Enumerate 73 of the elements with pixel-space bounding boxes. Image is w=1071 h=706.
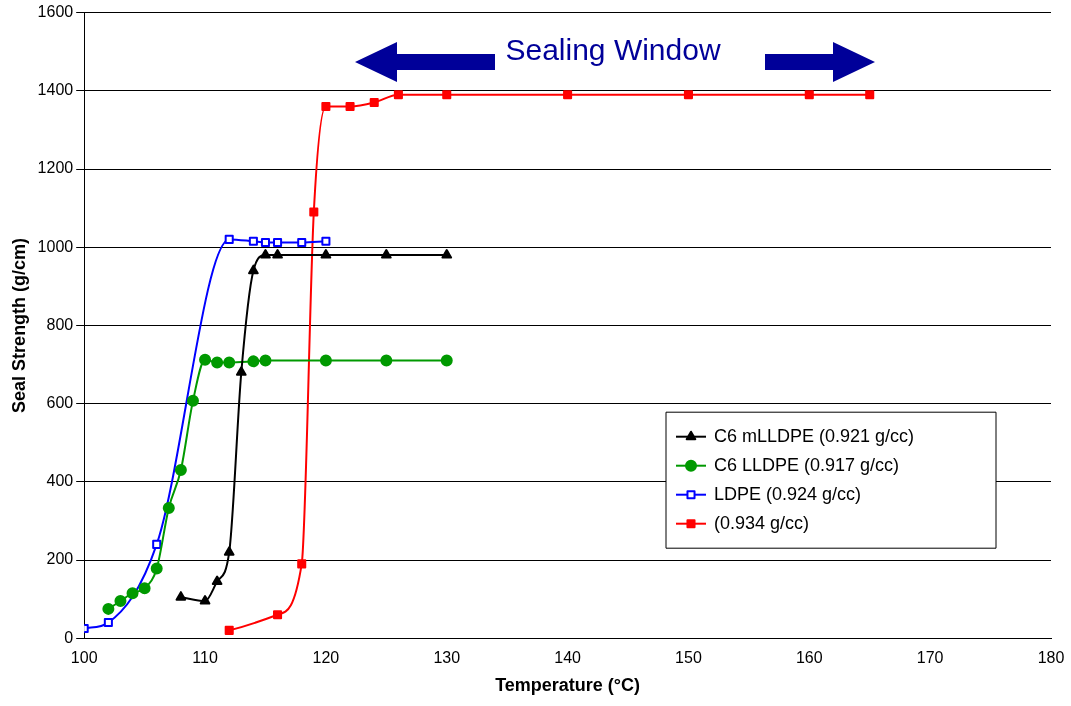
point	[186, 394, 199, 407]
x-tick-label: 100	[70, 649, 98, 667]
x-tick-label: 170	[916, 649, 944, 667]
legend-label: (0.934 g/cc)	[714, 512, 810, 533]
x-axis-title: Temperature (°C)	[495, 675, 641, 696]
point	[297, 559, 307, 569]
point	[114, 595, 127, 608]
point	[224, 625, 234, 635]
point	[103, 618, 113, 628]
y-tick-label: 400	[46, 472, 74, 490]
point	[273, 610, 283, 620]
legend-label: LDPE (0.924 g/cc)	[714, 483, 862, 504]
point	[380, 354, 393, 367]
x-tick-label: 110	[192, 649, 218, 667]
point	[272, 249, 283, 259]
y-tick-label: 1200	[37, 159, 74, 177]
x-tick-label: 120	[312, 649, 340, 667]
point	[380, 249, 392, 259]
point	[199, 353, 212, 366]
x-tick-label: 140	[554, 649, 582, 667]
point	[320, 249, 332, 259]
y-tick-label: 800	[46, 315, 74, 333]
point	[441, 249, 453, 259]
y-tick-label: 600	[46, 394, 74, 412]
y-tick-label: 1400	[37, 81, 74, 99]
point	[235, 366, 247, 376]
point	[224, 234, 234, 244]
point	[223, 546, 235, 556]
point	[321, 101, 331, 111]
point	[150, 562, 163, 575]
y-tick-label: 0	[64, 628, 74, 646]
point	[248, 236, 258, 246]
point	[211, 356, 224, 369]
point	[138, 582, 151, 595]
point	[297, 237, 307, 248]
point	[321, 236, 331, 246]
point	[319, 354, 332, 367]
point	[393, 90, 403, 100]
point	[260, 249, 271, 259]
point	[345, 101, 355, 111]
y-tick-label: 1000	[37, 237, 74, 255]
y-tick-label: 1600	[37, 3, 74, 21]
point	[273, 237, 283, 248]
point	[199, 595, 211, 605]
point	[152, 539, 162, 549]
y-tick-label: 200	[46, 550, 74, 568]
x-tick-label: 130	[433, 649, 461, 667]
legend-label: C6 LLDPE (0.917 g/cc)	[714, 454, 900, 475]
point	[563, 90, 573, 100]
annotation: Sealing Window	[505, 32, 721, 66]
point	[126, 587, 139, 600]
point	[259, 354, 272, 367]
point	[804, 90, 814, 100]
legend-label: C6 mLLDPE (0.921 g/cc)	[714, 425, 915, 446]
point	[102, 602, 115, 615]
point	[440, 354, 453, 367]
point	[223, 356, 236, 369]
point	[247, 355, 260, 368]
point	[309, 207, 319, 217]
point	[248, 264, 259, 275]
point	[175, 591, 187, 601]
point	[211, 575, 223, 586]
x-tick-label: 180	[1037, 649, 1065, 667]
point	[174, 464, 187, 477]
x-tick-label: 150	[675, 649, 702, 667]
point	[369, 97, 379, 108]
point	[162, 502, 175, 514]
point	[260, 237, 271, 248]
point	[865, 90, 875, 100]
x-tick-label: 160	[795, 649, 823, 667]
point	[442, 90, 452, 100]
y-axis-title: Seal Strength (g/cm)	[8, 237, 29, 413]
point	[683, 90, 693, 100]
